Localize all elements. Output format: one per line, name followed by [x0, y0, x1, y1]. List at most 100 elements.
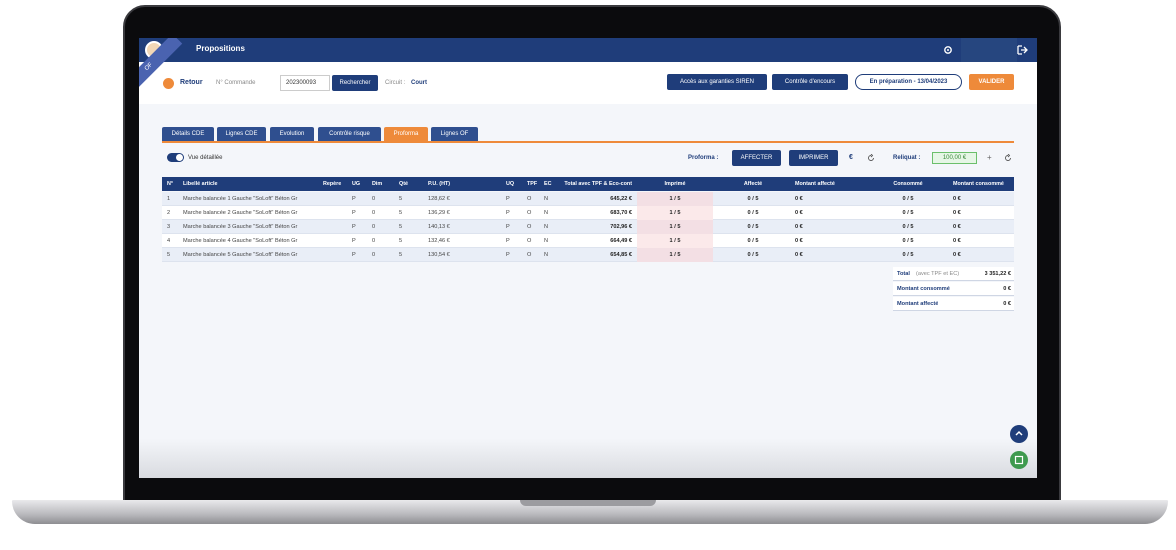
table-row: 4 Marche balancée 4 Gauche "SoLoft" Béton…: [162, 234, 1014, 248]
order-input[interactable]: 202300093: [280, 75, 330, 91]
table-cell: 0: [372, 210, 376, 216]
search-button[interactable]: Rechercher: [332, 75, 378, 91]
table-cell: 654,85 €: [610, 252, 632, 258]
table-cell: 1 / 5: [669, 238, 681, 244]
summary-value: 0 €: [1003, 301, 1011, 307]
reliquat-value: 100,00 €: [932, 152, 977, 164]
validate-button[interactable]: VALIDER: [969, 74, 1014, 90]
table-cell: 5: [399, 238, 403, 244]
table-cell: Marche balancée 4 Gauche "SoLoft" Béton …: [183, 238, 298, 244]
summary-note: (avec TPF et EC): [916, 271, 960, 277]
table-cell: 136,29 €: [428, 210, 450, 216]
table-row: 1 Marche balancée 1 Gauche "SoLoft" Béton…: [162, 192, 1014, 206]
table-cell: 0 / 5: [747, 210, 759, 216]
table-cell: P: [506, 224, 510, 230]
table-cell: 0 €: [953, 252, 961, 258]
table-cell: 132,46 €: [428, 238, 450, 244]
summary-value: 0 €: [1003, 286, 1011, 292]
table-cell: 0 €: [795, 210, 803, 216]
table-cell: N: [544, 252, 549, 258]
summary-label: Montant consommé: [897, 286, 950, 292]
table-cell: 0 / 5: [902, 224, 914, 230]
tab-underline: [162, 141, 1014, 143]
refresh-icon[interactable]: [867, 154, 875, 162]
column-header: TPF: [527, 181, 538, 187]
column-header: UQ: [506, 181, 515, 187]
column-header: Consommé: [893, 181, 923, 187]
table-cell: Marche balancée 5 Gauche "SoLoft" Béton …: [183, 252, 298, 258]
table-cell: P: [506, 196, 510, 202]
table-cell: 0 €: [953, 210, 961, 216]
table-cell: P: [352, 238, 356, 244]
back-link[interactable]: Retour: [180, 79, 203, 86]
table-cell: 0 / 5: [747, 224, 759, 230]
save-button[interactable]: [1010, 451, 1028, 469]
currency-button[interactable]: €: [849, 154, 853, 161]
column-header: N°: [167, 181, 174, 187]
toggle-switch[interactable]: [167, 153, 184, 162]
column-header: Montant consommé: [953, 181, 1004, 187]
refresh-icon[interactable]: [1004, 154, 1012, 162]
proforma-label: Proforma :: [688, 155, 719, 161]
back-icon[interactable]: [163, 78, 174, 89]
printed-column-bg: [637, 248, 713, 262]
table-cell: 5: [399, 196, 403, 202]
table-cell: 0 €: [795, 196, 803, 202]
table-cell: N: [544, 238, 549, 244]
scroll-top-button[interactable]: [1010, 425, 1028, 443]
table-cell: O: [527, 210, 532, 216]
table-cell: 1 / 5: [669, 224, 681, 230]
circuit-label: Circuit :: [385, 80, 406, 86]
table-cell: 3: [167, 224, 171, 230]
summary-row: Total (avec TPF et EC) 3 351,22 €: [893, 267, 1014, 281]
table-cell: Marche balancée 2 Gauche "SoLoft" Béton …: [183, 210, 298, 216]
page-title: Propositions: [196, 44, 245, 53]
table-cell: 0 / 5: [902, 252, 914, 258]
table-row: 5 Marche balancée 5 Gauche "SoLoft" Béton…: [162, 248, 1014, 262]
siren-button[interactable]: Accès aux garanties SIREN: [667, 74, 767, 90]
tab[interactable]: Contrôle risque: [318, 127, 381, 141]
table-cell: 0 / 5: [747, 252, 759, 258]
table-cell: P: [506, 238, 510, 244]
print-button[interactable]: IMPRIMER: [789, 150, 838, 166]
printed-column-bg: [637, 192, 713, 206]
column-header: Affecté: [743, 181, 763, 187]
table-cell: 0: [372, 238, 376, 244]
table-cell: 0: [372, 252, 376, 258]
table-cell: 0 €: [953, 224, 961, 230]
summary-row: Montant affecté 0 €: [893, 297, 1014, 311]
summary-label: Montant affecté: [897, 301, 939, 307]
save-icon: [1014, 455, 1024, 465]
table-cell: 0 €: [953, 196, 961, 202]
table-cell: 4: [167, 238, 171, 244]
table-row: 2 Marche balancée 2 Gauche "SoLoft" Béton…: [162, 206, 1014, 220]
column-header: Repère: [323, 181, 342, 187]
assign-button[interactable]: AFFECTER: [732, 150, 781, 166]
table-cell: 0 / 5: [747, 196, 759, 202]
column-header: P.U. (HT): [428, 181, 451, 187]
table-cell: P: [352, 210, 356, 216]
encours-button[interactable]: Contrôle d'encours: [772, 74, 848, 90]
toggle-knob: [176, 154, 183, 161]
tab[interactable]: Lignes CDE: [217, 127, 266, 141]
summary-label: Total: [897, 271, 910, 277]
table-row: 3 Marche balancée 3 Gauche "SoLoft" Béton…: [162, 220, 1014, 234]
tab[interactable]: Proforma: [384, 127, 428, 141]
table-cell: 5: [167, 252, 171, 258]
printed-column-bg: [637, 234, 713, 248]
table-cell: 140,13 €: [428, 224, 450, 230]
column-header: Dim: [372, 181, 383, 187]
printed-column-bg: [637, 206, 713, 220]
settings-icon[interactable]: [943, 45, 953, 55]
column-header: Imprimé: [664, 181, 686, 187]
table-cell: 1 / 5: [669, 196, 681, 202]
tab[interactable]: Détails CDE: [162, 127, 214, 141]
chevron-icon: [1015, 430, 1023, 436]
tab[interactable]: Lignes OF: [431, 127, 478, 141]
laptop-notch: [520, 500, 656, 506]
table-cell: 5: [399, 252, 403, 258]
add-button[interactable]: +: [987, 153, 992, 162]
logout-icon[interactable]: [1017, 45, 1028, 55]
tab[interactable]: Evolution: [270, 127, 314, 141]
